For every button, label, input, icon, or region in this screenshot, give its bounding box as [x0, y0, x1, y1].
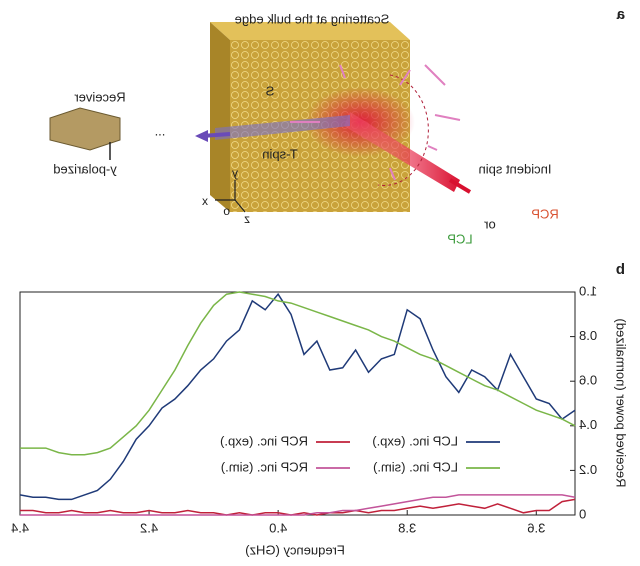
receiver [49, 107, 121, 151]
mirrored-figure: a Scattering at the bulk edge Receiver y… [11, 6, 629, 557]
legend-label: RCP inc. (sim.) [221, 459, 308, 474]
y-tick-label: 0.2 [579, 462, 597, 477]
series-line [19, 292, 576, 501]
edge-arc [377, 74, 429, 186]
x-axis-title: Frequency (GHz) [245, 542, 345, 557]
lcp-label: LCP [447, 231, 472, 246]
cube-side [210, 22, 230, 212]
polarization-label: y-polarized [53, 161, 117, 176]
legend-label: LCP inc. (sim.) [373, 459, 458, 474]
y-tick-label: 1.0 [579, 283, 597, 298]
y-tick-label: 0.8 [579, 328, 597, 343]
axis-z: z [244, 212, 250, 226]
plot-frame [19, 291, 576, 516]
or-label: or [484, 216, 496, 231]
x-tick-label: 4.0 [269, 520, 287, 535]
incident-label: Incident spin [479, 161, 552, 176]
legend-label: RCP inc. (exp.) [220, 433, 308, 448]
cube-top [210, 22, 410, 40]
scatter-arrows [290, 64, 461, 181]
axis-y: y [232, 166, 238, 180]
receiver-label: Receiver [74, 89, 126, 104]
y-tick-label: 0.4 [579, 417, 597, 432]
series-line [20, 494, 576, 516]
y-tick-label: 0.6 [579, 373, 597, 388]
panel-label: a [616, 6, 625, 23]
x-tick-label: 3.6 [527, 520, 545, 535]
x-tick-label: 4.2 [140, 520, 158, 535]
x-tick-label: 3.8 [398, 520, 416, 535]
incident-arrow [448, 178, 472, 194]
rcp-label: RCP [531, 206, 558, 221]
series-line [20, 291, 576, 456]
incident-beam [344, 112, 460, 192]
y-tick-label: 0 [579, 506, 586, 521]
s-label: S [265, 83, 274, 98]
y-axis-title: Received power (normalized) [614, 318, 629, 487]
x-tick-label: 4.4 [11, 520, 29, 535]
diagram: a Scattering at the bulk edge Receiver y… [49, 6, 625, 246]
arrow-head [195, 130, 208, 142]
legend-label: LCP inc. (exp.) [372, 433, 458, 448]
series-line [20, 498, 576, 516]
ellipsis: ... [155, 123, 166, 138]
panel-label: b [616, 261, 625, 278]
tspin-label: T-spin [262, 146, 297, 161]
axes-icon [215, 180, 246, 213]
diagram-title: Scattering at the bulk edge [235, 11, 390, 26]
axis-x: x [202, 194, 208, 208]
axis-o: o [223, 204, 230, 218]
